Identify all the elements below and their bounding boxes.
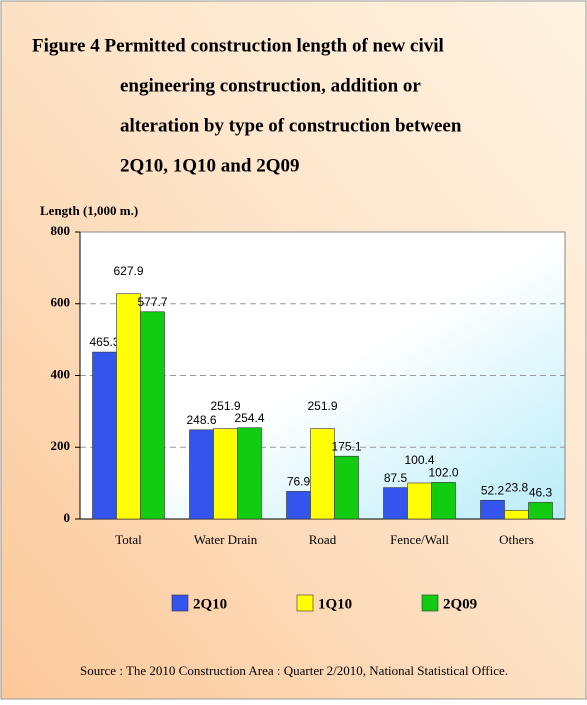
data-label: 46.3 xyxy=(529,486,553,500)
title-line: 2Q10, 1Q10 and 2Q09 xyxy=(120,155,299,176)
title-line: alteration by type of construction betwe… xyxy=(120,115,462,136)
legend-swatch xyxy=(421,594,439,612)
bar xyxy=(480,499,505,520)
bar xyxy=(116,293,141,520)
y-tick-label: 600 xyxy=(51,295,71,310)
data-label: 102.0 xyxy=(428,466,458,480)
legend-swatch xyxy=(171,594,189,612)
y-tick-label: 800 xyxy=(51,223,71,238)
x-tick-label: Total xyxy=(115,532,142,547)
data-label: 465.3 xyxy=(89,335,119,349)
bar xyxy=(504,510,529,520)
bar xyxy=(528,502,553,520)
data-label: 175.1 xyxy=(331,439,361,453)
x-tick-label: Others xyxy=(499,532,534,547)
title-line: engineering construction, addition or xyxy=(120,75,421,96)
y-axis-label: Length (1,000 m.) xyxy=(40,203,138,218)
bar xyxy=(310,428,335,520)
bar xyxy=(334,455,359,520)
data-label: 254.4 xyxy=(234,411,264,425)
data-label: 248.6 xyxy=(186,413,216,427)
x-tick-label: Fence/Wall xyxy=(390,532,449,547)
title-line: Figure 4 Permitted construction length o… xyxy=(32,35,444,56)
legend-swatch xyxy=(296,594,314,612)
x-tick-label: Water Drain xyxy=(194,532,258,547)
bar xyxy=(431,482,456,520)
bar xyxy=(189,429,214,520)
legend-label: 2Q09 xyxy=(443,596,477,612)
legend-label: 1Q10 xyxy=(318,596,352,612)
y-tick-label: 0 xyxy=(64,510,71,525)
y-tick-label: 400 xyxy=(51,366,71,381)
bar xyxy=(286,491,311,520)
bar xyxy=(383,487,408,520)
bar xyxy=(213,428,238,520)
bar xyxy=(92,351,117,520)
x-tick-label: Road xyxy=(309,532,337,547)
y-tick-label: 200 xyxy=(51,438,71,453)
data-label: 627.9 xyxy=(113,264,143,278)
bar xyxy=(237,427,262,520)
data-label: 577.7 xyxy=(137,295,167,309)
bar xyxy=(407,482,432,520)
data-label: 251.9 xyxy=(210,399,240,413)
data-label: 76.9 xyxy=(287,475,311,489)
source: Source : The 2010 Construction Area : Qu… xyxy=(80,663,508,678)
data-label: 23.8 xyxy=(505,481,529,495)
data-label: 52.2 xyxy=(481,483,505,497)
legend-label: 2Q10 xyxy=(193,596,227,612)
data-label: 251.9 xyxy=(307,399,337,413)
data-label: 87.5 xyxy=(384,471,408,485)
data-label: 100.4 xyxy=(404,453,434,467)
bar xyxy=(140,311,165,520)
